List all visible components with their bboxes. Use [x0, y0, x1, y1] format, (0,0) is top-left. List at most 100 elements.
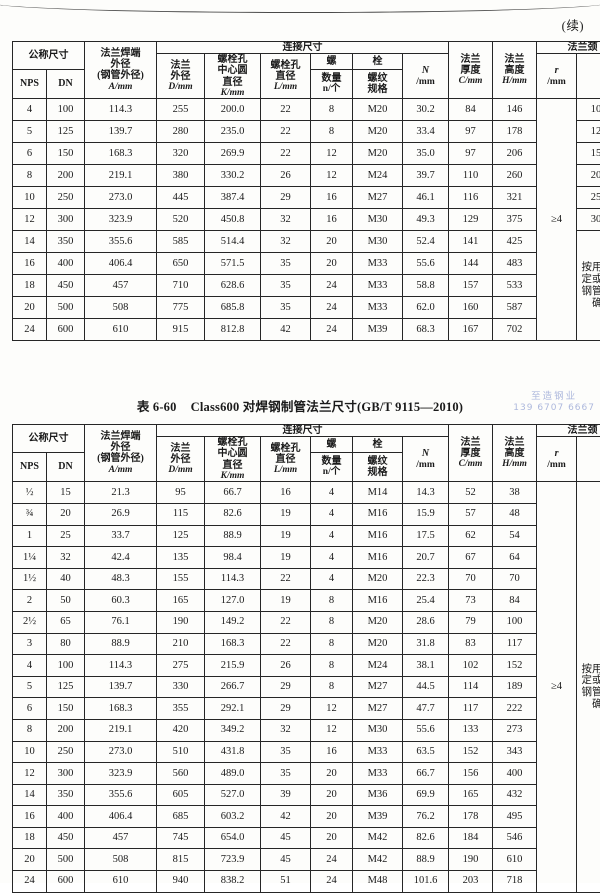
bolt-hole-cell: 32	[261, 231, 311, 253]
weld-end-od-cell: 219.1	[85, 719, 157, 741]
header-neck-r-unit: /mm	[537, 460, 576, 471]
bolt-thread-cell: M20	[353, 568, 403, 590]
nps-cell: 10	[13, 187, 47, 209]
inner-diameter-note-line: 确定	[577, 298, 600, 310]
bolt-qty-cell: 12	[311, 143, 353, 165]
header-bolt-circle-line1: 螺栓孔	[205, 437, 260, 448]
bolt-circle-cell: 603.2	[205, 806, 261, 828]
header-flange-od-unit: D/mm	[157, 465, 204, 476]
continued-marker: (续)	[562, 15, 584, 34]
height-cell: 67	[449, 547, 493, 569]
nps-cell: 14	[13, 784, 47, 806]
header-neck-r-unit: /mm	[537, 77, 576, 88]
bolt-hole-cell: 26	[261, 655, 311, 677]
dn-cell: 32	[47, 547, 85, 569]
neck-n-cell: 146	[493, 99, 537, 121]
bolt-hole-cell: 16	[261, 482, 311, 504]
thickness-cell: 47.7	[403, 698, 449, 720]
bolt-hole-cell: 22	[261, 121, 311, 143]
bolt-qty-cell: 4	[311, 503, 353, 525]
bolt-thread-cell: M30	[353, 231, 403, 253]
weld-end-od-cell: 48.3	[85, 568, 157, 590]
inner-diameter-note-line: 定或根据	[577, 274, 600, 286]
weld-end-od-cell: 114.3	[85, 655, 157, 677]
header-bolt-thread: 螺纹 规格	[353, 69, 403, 99]
weld-end-od-cell: 508	[85, 297, 157, 319]
bolt-hole-cell: 29	[261, 676, 311, 698]
flange-od-cell: 125	[157, 525, 205, 547]
flange-od-cell: 510	[157, 741, 205, 763]
flange-od-cell: 190	[157, 611, 205, 633]
header-thickness-line2: 厚度	[449, 65, 492, 76]
dn-cell: 125	[47, 121, 85, 143]
bolt-thread-cell: M33	[353, 763, 403, 785]
dn-cell: 600	[47, 871, 85, 893]
neck-n-cell: 152	[493, 655, 537, 677]
header-height-unit: H/mm	[493, 76, 536, 87]
table2-header: 公称尺寸 法兰焊端 外径 (钢管外径) A/mm 连接尺寸 法兰 厚度 C/mm…	[13, 425, 600, 482]
dn-cell: 600	[47, 319, 85, 341]
thickness-cell: 69.9	[403, 784, 449, 806]
bolt-thread-cell: M30	[353, 209, 403, 231]
nps-cell: 6	[13, 698, 47, 720]
bolt-qty-cell: 4	[311, 482, 353, 504]
header-height: 法兰 高度 H/mm	[493, 425, 537, 482]
bolt-qty-cell: 8	[311, 633, 353, 655]
header-weld-end-line1: 法兰焊端	[85, 48, 156, 59]
flange-table-class600: 公称尺寸 法兰焊端 外径 (钢管外径) A/mm 连接尺寸 法兰 厚度 C/mm…	[12, 424, 600, 893]
nps-cell: 4	[13, 655, 47, 677]
neck-n-cell: 64	[493, 547, 537, 569]
header-neck-n-unit: /mm	[403, 77, 448, 88]
height-cell: 117	[449, 698, 493, 720]
bolt-qty-cell: 8	[311, 99, 353, 121]
bolt-hole-cell: 45	[261, 849, 311, 871]
height-cell: 141	[449, 231, 493, 253]
weld-end-od-cell: 457	[85, 827, 157, 849]
bolt-hole-cell: 32	[261, 719, 311, 741]
weld-end-od-cell: 33.7	[85, 525, 157, 547]
nps-cell: 20	[13, 297, 47, 319]
header-bolt-group-left: 螺	[311, 54, 353, 69]
weld-end-od-cell: 168.3	[85, 143, 157, 165]
thickness-cell: 38.1	[403, 655, 449, 677]
height-cell: 79	[449, 611, 493, 633]
header-height-line2: 高度	[493, 65, 536, 76]
header-neck: 法兰颈	[537, 425, 600, 437]
bolt-thread-cell: M27	[353, 187, 403, 209]
bolt-qty-cell: 12	[311, 719, 353, 741]
table2-body: ½1521.39566.7164M1414.35238≥4按用户规定或根据钢管尺…	[13, 482, 600, 892]
thickness-cell: 76.2	[403, 806, 449, 828]
bolt-hole-cell: 35	[261, 741, 311, 763]
bolt-thread-cell: M20	[353, 633, 403, 655]
header-weld-end-unit: A/mm	[85, 465, 156, 476]
header-height: 法兰 高度 H/mm	[493, 42, 537, 99]
header-thickness: 法兰 厚度 C/mm	[449, 425, 493, 482]
header-height-line1: 法兰	[493, 437, 536, 448]
bolt-thread-cell: M20	[353, 121, 403, 143]
flange-od-cell: 320	[157, 143, 205, 165]
neck-n-cell: 48	[493, 503, 537, 525]
bolt-thread-cell: M36	[353, 784, 403, 806]
bolt-qty-cell: 16	[311, 741, 353, 763]
nps-cell: 2	[13, 590, 47, 612]
bolt-circle-cell: 88.9	[205, 525, 261, 547]
header-bolt-thread-line1: 螺纹	[353, 73, 402, 84]
dn-cell: 400	[47, 253, 85, 275]
header-connection-dims: 连接尺寸	[157, 42, 449, 54]
bolt-thread-cell: M20	[353, 611, 403, 633]
height-cell: 152	[449, 741, 493, 763]
bolt-thread-cell: M16	[353, 525, 403, 547]
header-bolt-hole-line2: 直径	[261, 71, 310, 82]
nps-cell: 16	[13, 806, 47, 828]
header-bolt-qty: 数量 n/个	[311, 452, 353, 482]
dn-cell: 150	[47, 143, 85, 165]
thickness-cell: 52.4	[403, 231, 449, 253]
neck-n-cell: 495	[493, 806, 537, 828]
header-dn: DN	[47, 69, 85, 99]
header-weld-end-line2: 外径	[85, 59, 156, 70]
bolt-hole-cell: 35	[261, 253, 311, 275]
header-bolt-qty-line1: 数量	[311, 73, 352, 84]
header-flange-od: 法兰 外径 D/mm	[157, 54, 205, 99]
